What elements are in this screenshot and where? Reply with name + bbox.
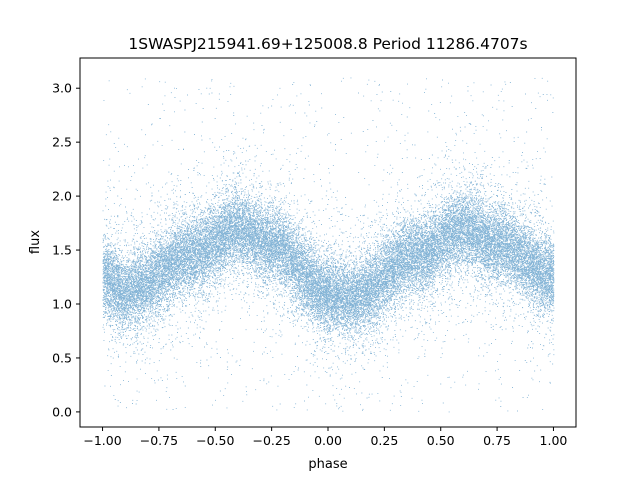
x-tick-label: 0.25 [370, 433, 398, 448]
y-axis-label: flux [28, 230, 43, 254]
x-tick-label: −0.50 [196, 433, 234, 448]
x-tick-label: −0.25 [252, 433, 290, 448]
y-tick-label: 2.0 [52, 189, 72, 204]
x-tick-label: 0.50 [427, 433, 455, 448]
y-tick-label: 2.5 [52, 135, 72, 150]
scatter-points [102, 77, 555, 413]
y-tick-label: 3.0 [52, 81, 72, 96]
chart-title: 1SWASPJ215941.69+125008.8 Period 11286.4… [128, 35, 527, 53]
y-tick-label: 0.5 [52, 350, 72, 365]
y-axis: 0.0 0.5 1.0 1.5 2.0 2.5 3.0 [52, 81, 80, 419]
y-tick-label: 0.0 [52, 404, 72, 419]
x-axis-label: phase [308, 457, 347, 472]
data-points [102, 77, 555, 413]
y-tick-label: 1.5 [52, 243, 72, 258]
y-tick-label: 1.0 [52, 297, 72, 312]
x-tick-label: −1.00 [83, 433, 121, 448]
x-tick-label: 0.75 [483, 433, 511, 448]
x-axis: −1.00 −0.75 −0.50 −0.25 0.00 0.25 0.50 0.75 1.00 [83, 427, 567, 448]
x-tick-label: 0.00 [314, 433, 342, 448]
x-tick-label: 1.00 [540, 433, 568, 448]
x-tick-label: −0.75 [140, 433, 178, 448]
